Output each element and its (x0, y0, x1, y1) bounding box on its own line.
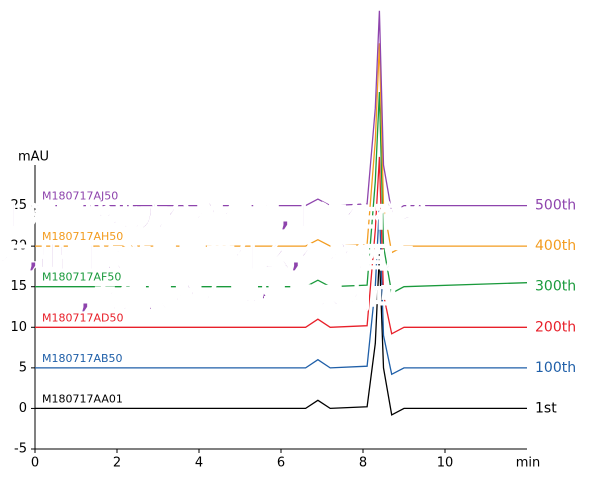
watermark: 荐,出国旅游需要带什么,住宿酒店 (0, 241, 413, 274)
x-tick-label: 4 (195, 456, 203, 471)
watermark: 上海哪些地方住宿便宜,上海住宿推 (0, 200, 431, 233)
trace (35, 91, 528, 295)
y-tick-label: 15 (10, 279, 27, 294)
x-tick-label: 10 (437, 456, 454, 471)
y-tick-label: -5 (14, 442, 27, 457)
series-label: 300th (535, 279, 576, 295)
y-tick-label: 5 (19, 360, 27, 375)
y-tick-label: 25 (10, 198, 27, 213)
y-tick-label: 10 (10, 320, 27, 335)
series-label: 1st (535, 400, 557, 416)
trace (35, 43, 527, 254)
watermark: ,乌镇民宿在西栅景区内吗 (80, 282, 399, 315)
trace (35, 205, 527, 376)
y-tick-label: 0 (19, 401, 27, 416)
sample-label: M180717AH50 (42, 230, 123, 243)
x-tick-label: 2 (113, 456, 121, 471)
x-tick-label: 0 (31, 456, 39, 471)
y-tick-label: 20 (10, 239, 27, 254)
sample-label: M180717AD50 (42, 311, 123, 324)
x-axis-label: min (516, 456, 541, 471)
x-tick-label: 8 (359, 456, 367, 471)
x-tick-label: 6 (277, 456, 285, 471)
series-label: 100th (535, 360, 576, 376)
trace (35, 10, 527, 214)
sample-label: M180717AA01 (42, 392, 123, 405)
sample-label: M180717AB50 (42, 352, 123, 365)
sample-label: M180717AF50 (42, 271, 121, 284)
trace (35, 156, 527, 335)
y-axis-label: mAU (18, 150, 49, 165)
series-label: 500th (535, 198, 576, 214)
series-label: 400th (535, 238, 576, 254)
trace (35, 254, 527, 416)
series-label: 200th (535, 319, 576, 335)
sample-label: M180717AJ50 (42, 190, 118, 203)
